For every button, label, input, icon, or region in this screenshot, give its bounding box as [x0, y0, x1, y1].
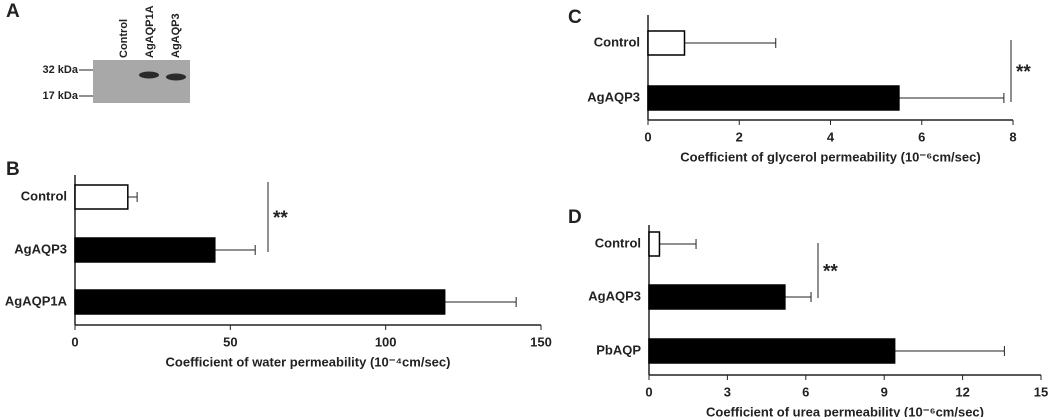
x-axis-label: Coefficient of glycerol permeability (10… — [680, 149, 980, 164]
y-tick-label: AgAQP3 — [587, 89, 640, 104]
x-axis-label: Coefficient of urea permeability (10⁻⁶cm… — [706, 404, 984, 417]
x-tick-label: 4 — [827, 129, 835, 144]
x-tick-label: 6 — [918, 129, 925, 144]
x-tick-label: 0 — [645, 384, 652, 399]
panel-label: D — [568, 207, 582, 228]
lane-label: AgAQP3 — [170, 13, 182, 58]
bar — [74, 184, 129, 210]
bar — [74, 237, 216, 263]
x-tick-label: 150 — [530, 334, 552, 349]
bar — [74, 289, 446, 315]
bar — [647, 30, 686, 56]
panel-label: B — [6, 159, 20, 180]
x-tick-label: 0 — [71, 334, 78, 349]
marker-label: 32 kDa — [43, 64, 79, 76]
y-tick-label: PbAQP — [596, 342, 641, 357]
lane-label: Control — [118, 19, 130, 58]
x-tick-label: 3 — [724, 384, 731, 399]
lane-label: AgAQP1A — [144, 5, 156, 58]
x-tick-label: 15 — [1034, 384, 1048, 399]
x-tick-label: 12 — [955, 384, 969, 399]
x-tick-label: 2 — [736, 129, 743, 144]
blot-membrane — [93, 60, 190, 103]
x-tick-label: 100 — [375, 334, 397, 349]
panel-label: C — [568, 7, 582, 28]
bar — [648, 338, 896, 364]
x-tick-label: 6 — [802, 384, 809, 399]
marker-label: 17 kDa — [43, 90, 79, 102]
blot-band — [166, 73, 186, 81]
x-tick-label: 8 — [1009, 129, 1016, 144]
y-tick-label: Control — [21, 188, 67, 203]
bar — [648, 231, 661, 257]
y-tick-label: AgAQP3 — [588, 288, 641, 303]
panel-label: A — [6, 1, 20, 22]
x-tick-label: 9 — [881, 384, 888, 399]
x-tick-label: 50 — [223, 334, 237, 349]
blot-band — [139, 71, 159, 79]
significance-label: ** — [273, 208, 288, 229]
x-axis-label: Coefficient of water permeability (10⁻⁴c… — [166, 354, 451, 369]
bar — [648, 284, 786, 310]
significance-label: ** — [1016, 62, 1031, 83]
x-tick-label: 0 — [644, 129, 651, 144]
significance-label: ** — [823, 262, 838, 283]
y-tick-label: Control — [595, 235, 641, 250]
y-tick-label: AgAQP3 — [14, 241, 67, 256]
bar — [647, 85, 900, 111]
y-tick-label: AgAQP1A — [5, 293, 68, 308]
y-tick-label: Control — [594, 34, 640, 49]
